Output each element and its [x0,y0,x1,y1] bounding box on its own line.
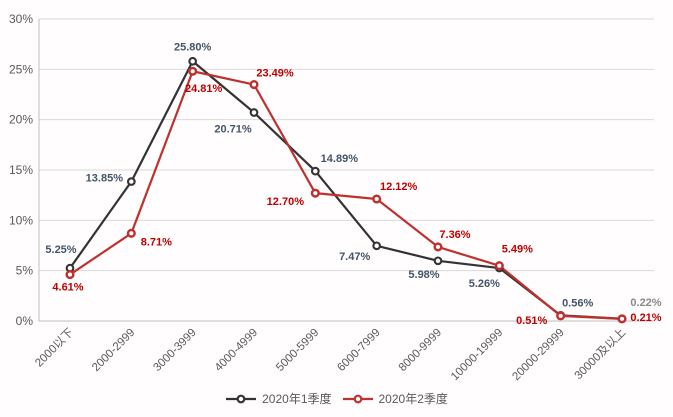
y-tick-label: 10% [9,213,33,227]
data-point-marker [433,242,443,252]
data-label: 0.56% [562,297,593,309]
data-label: 8.71% [141,236,172,248]
data-point-marker [556,311,566,321]
x-tick-label: 4000-4999 [213,327,260,374]
data-label: 0.21% [630,312,661,324]
data-point-marker [126,177,136,186]
legend-label: 2020年1季度 [262,392,332,406]
data-label: 5.49% [502,244,533,256]
x-tick-label: 2000以下 [33,326,77,370]
legend-label: 2020年2季度 [378,392,448,406]
data-point-marker [249,79,259,90]
y-tick-label: 20% [9,113,33,127]
y-tick-label: 30% [9,12,33,26]
data-label: 23.49% [256,68,294,80]
data-point-marker [310,166,320,176]
data-label: 7.36% [439,229,470,241]
y-tick-label: 5% [16,264,34,278]
data-point-marker [372,241,382,251]
x-tick-label: 8000-9999 [397,327,444,374]
data-point-marker [249,108,259,117]
data-label: 5.26% [469,278,500,290]
data-point-marker [65,270,75,280]
data-label: 12.12% [380,181,418,193]
data-label: 12.70% [267,196,305,208]
x-tick-label: 3000-3999 [151,327,198,374]
legend-line-marker-icon [342,394,373,403]
data-point-marker [310,188,320,198]
series-line-1 [68,60,624,320]
data-point-marker [126,228,136,238]
y-tick-label: 0% [16,314,34,328]
data-label: 0.22% [630,297,661,309]
series-line-2 [68,70,624,320]
data-label: 7.47% [339,251,370,263]
y-tick-label: 25% [9,62,33,76]
data-point-marker [188,56,198,66]
x-tick-label: 2000-2999 [90,327,137,374]
data-label: 25.80% [174,41,212,53]
x-tick-label: 6000-7999 [335,327,382,374]
data-label: 5.98% [408,269,439,281]
data-label: 24.81% [185,83,223,95]
data-label: 20.71% [214,124,252,136]
data-label: 4.61% [52,282,83,294]
data-label: 14.89% [321,153,359,165]
x-tick-label: 10000-19999 [449,327,505,383]
data-label: 5.25% [45,244,76,256]
x-tick-label: 20000-29999 [510,327,566,383]
data-point-marker [188,66,198,76]
legend-line-marker-icon [226,394,257,403]
data-label: 0.51% [516,315,547,327]
data-point-marker [494,261,504,271]
data-point-marker [617,314,627,324]
data-label: 13.85% [86,173,124,185]
chart-legend: 2020年1季度 2020年2季度 [0,390,673,407]
x-tick-label: 30000及以上 [572,326,628,382]
data-point-marker [433,256,443,266]
data-point-marker [372,194,382,204]
x-tick-label: 5000-5999 [274,327,321,374]
legend-item-2: 2020年2季度 [342,390,448,407]
legend-item-1: 2020年1季度 [225,390,332,407]
y-tick-label: 15% [9,163,33,177]
